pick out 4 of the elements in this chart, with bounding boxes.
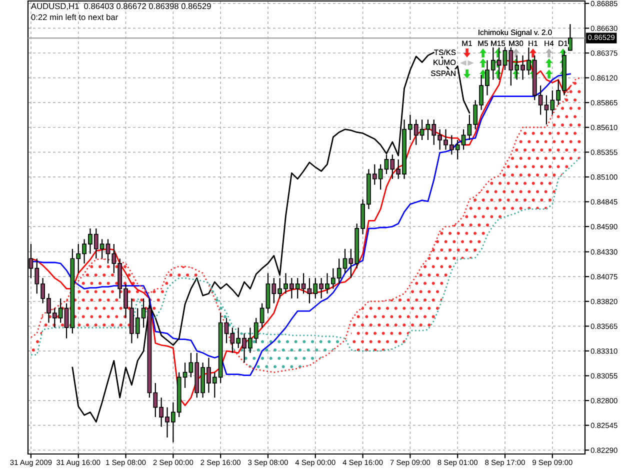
chart-title: AUDUSD,H1 0.86403 0.86672 0.86398 0.86529 (31, 3, 211, 10)
text: 0:22 min left to next bar (31, 14, 118, 20)
candlestick (568, 24, 572, 52)
line-series (30, 156, 583, 356)
